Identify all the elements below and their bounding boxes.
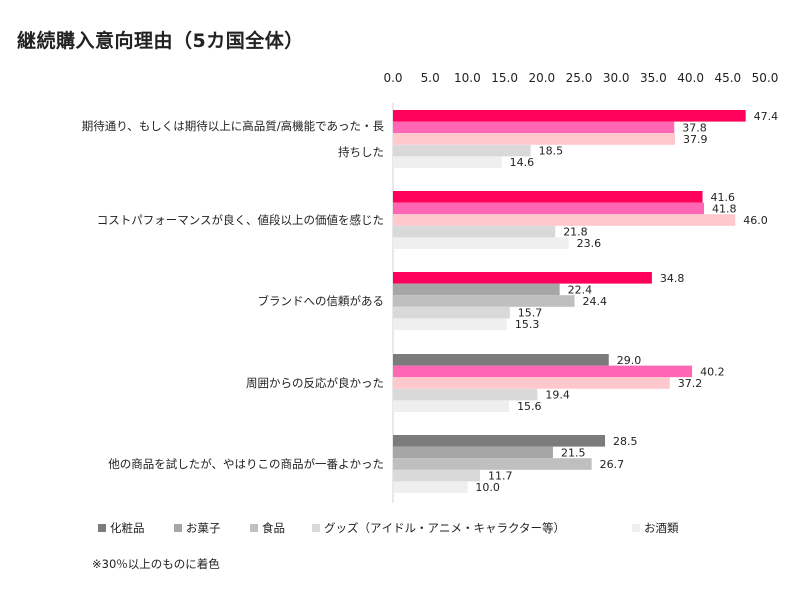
data-label: 28.5 bbox=[613, 435, 638, 448]
data-label: 15.7 bbox=[518, 307, 543, 320]
bar bbox=[393, 377, 670, 389]
category-label: 期待通り、もしくは期待以上に高品質/高機能であった・長 bbox=[82, 119, 385, 133]
category-label: 他の商品を試したが、やはりこの商品が一番よかった bbox=[108, 457, 384, 471]
data-label: 47.4 bbox=[754, 110, 779, 123]
bar bbox=[393, 469, 481, 482]
bar bbox=[393, 481, 468, 493]
legend-label: 化粧品 bbox=[110, 521, 145, 535]
data-label: 46.0 bbox=[743, 214, 768, 227]
legend-swatch bbox=[312, 524, 320, 532]
x-tick-label: 35.0 bbox=[640, 71, 667, 85]
category-label: 周囲からの反応が良かった bbox=[246, 376, 384, 390]
x-tick-label: 30.0 bbox=[603, 71, 630, 85]
bar bbox=[393, 446, 553, 459]
data-label: 37.8 bbox=[682, 121, 707, 134]
data-label: 24.4 bbox=[583, 295, 608, 308]
bar bbox=[393, 435, 606, 447]
legend-swatch bbox=[632, 524, 640, 532]
bar bbox=[393, 365, 693, 378]
x-tick-label: 15.0 bbox=[491, 71, 518, 85]
bar bbox=[393, 318, 507, 330]
data-label: 41.6 bbox=[711, 191, 736, 204]
bar bbox=[393, 354, 609, 366]
bar bbox=[393, 110, 746, 122]
bar bbox=[393, 214, 736, 226]
category-label: コストパフォーマンスが良く、値段以上の価値を感じた bbox=[97, 213, 384, 227]
legend-swatch bbox=[98, 524, 106, 532]
footnote: ※30％以上のものに着色 bbox=[92, 557, 220, 571]
bar bbox=[393, 191, 703, 203]
bar bbox=[393, 237, 569, 249]
x-tick-label: 10.0 bbox=[454, 71, 481, 85]
x-tick-label: 20.0 bbox=[528, 71, 555, 85]
bar bbox=[393, 388, 538, 401]
category-label: 持ちした bbox=[338, 145, 384, 159]
data-label: 23.6 bbox=[577, 237, 602, 250]
bar bbox=[393, 225, 556, 238]
legend-swatch bbox=[174, 524, 182, 532]
data-label: 40.2 bbox=[700, 365, 725, 378]
legend-label: お菓子 bbox=[186, 521, 221, 535]
data-label: 14.6 bbox=[510, 156, 535, 169]
x-tick-label: 50.0 bbox=[752, 71, 779, 85]
bar bbox=[393, 202, 704, 215]
data-label: 15.6 bbox=[517, 400, 542, 413]
x-tick-label: 25.0 bbox=[566, 71, 593, 85]
data-label: 29.0 bbox=[617, 354, 642, 367]
data-label: 21.8 bbox=[563, 226, 588, 239]
x-tick-label: 40.0 bbox=[677, 71, 704, 85]
category-label: ブランドへの信頼がある bbox=[258, 294, 385, 308]
bar bbox=[393, 156, 502, 168]
data-label: 37.9 bbox=[683, 133, 708, 146]
data-label: 41.8 bbox=[712, 202, 737, 215]
data-label: 19.4 bbox=[545, 389, 570, 402]
bar bbox=[393, 272, 652, 284]
bar bbox=[393, 133, 675, 145]
bar bbox=[393, 144, 531, 157]
x-tick-label: 0.0 bbox=[383, 71, 402, 85]
legend-label: お酒類 bbox=[644, 521, 679, 535]
data-label: 22.4 bbox=[568, 283, 593, 296]
data-label: 15.3 bbox=[515, 318, 540, 331]
data-label: 10.0 bbox=[475, 481, 500, 494]
chart-title: 継続購入意向理由（5カ国全体） bbox=[17, 30, 304, 52]
data-label: 18.5 bbox=[539, 145, 564, 158]
data-label: 26.7 bbox=[600, 458, 625, 471]
legend-label: 食品 bbox=[262, 521, 285, 535]
legend-swatch bbox=[250, 524, 258, 532]
data-label: 34.8 bbox=[660, 272, 685, 285]
x-tick-label: 45.0 bbox=[714, 71, 741, 85]
data-label: 21.5 bbox=[561, 446, 586, 459]
bar bbox=[393, 306, 510, 319]
data-label: 11.7 bbox=[488, 470, 512, 483]
bar bbox=[393, 283, 560, 296]
data-label: 37.2 bbox=[678, 377, 703, 390]
bar bbox=[393, 458, 592, 470]
bar bbox=[393, 400, 510, 412]
legend-label: グッズ（アイドル・アニメ・キャラクター等） bbox=[324, 521, 565, 535]
bar bbox=[393, 295, 575, 307]
x-tick-label: 5.0 bbox=[421, 71, 440, 85]
bar bbox=[393, 121, 675, 134]
